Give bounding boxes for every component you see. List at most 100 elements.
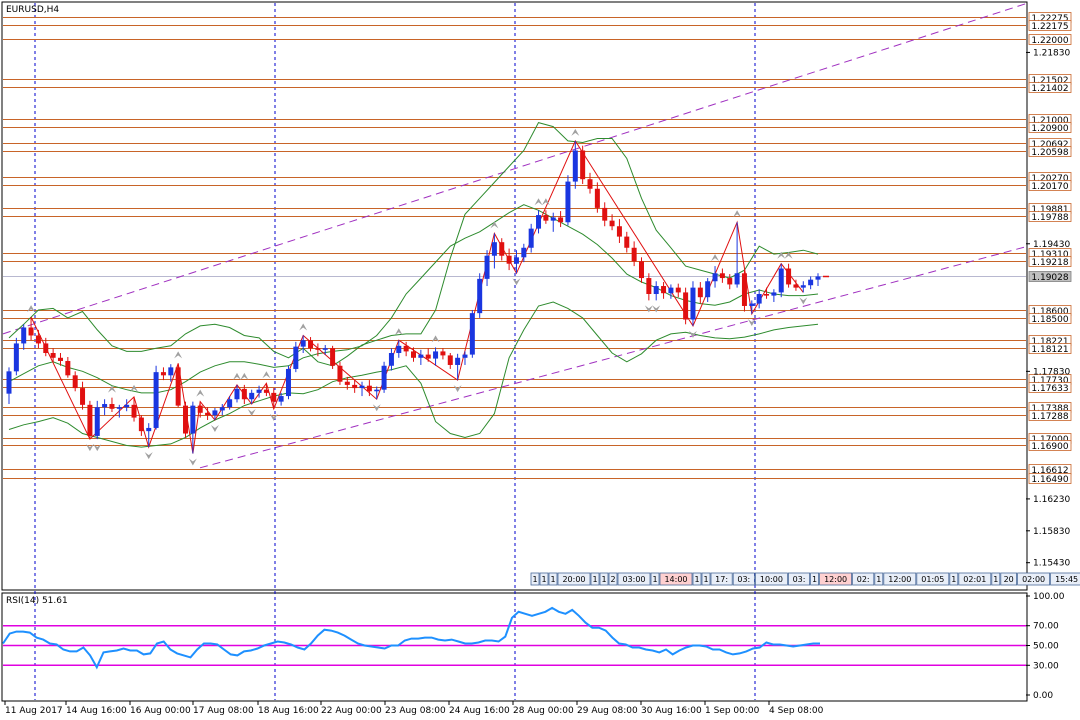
candle-bear (558, 217, 564, 223)
candle-bear (638, 261, 644, 279)
candle-bull (572, 150, 578, 182)
candle-bull (388, 353, 394, 366)
candle-bull (536, 215, 542, 229)
candle-bear (344, 381, 350, 385)
candle-bull (219, 407, 225, 411)
candle-bull (124, 404, 130, 408)
level-price-label: 1.22000 (1031, 36, 1068, 46)
candle-bear (447, 355, 453, 365)
time-label: 22 Aug 00:00 (321, 706, 382, 716)
level-price-label: 1.22175 (1031, 22, 1068, 32)
level-price-box (1028, 313, 1072, 324)
session-box (710, 572, 733, 586)
session-box-label: 1 (541, 575, 546, 584)
fractal-up-arrow (394, 328, 403, 336)
level-price-label: 1.17000 (1031, 435, 1068, 445)
candle-bull (293, 346, 299, 369)
price-tick-label: 1.21830 (1033, 48, 1070, 58)
candle-bear (315, 348, 321, 350)
candle-bull (771, 292, 777, 296)
candle-bear (308, 340, 314, 349)
level-price-box (1028, 343, 1072, 354)
candle-bull (249, 392, 255, 400)
candle-bull (734, 273, 740, 285)
session-box-label: 1 (532, 575, 537, 584)
candle-bear (263, 389, 269, 393)
fractal-down-arrow (747, 318, 756, 326)
candle-bull (513, 257, 519, 264)
session-box (874, 572, 884, 586)
time-label: 29 Aug 08:00 (577, 706, 638, 716)
symbol-title: EURUSD,H4 (6, 5, 59, 15)
candle-bear (741, 273, 747, 306)
rsi-line (2, 606, 820, 670)
candle-bear (109, 404, 115, 409)
candle-bull (102, 404, 108, 408)
candle-bull (808, 279, 814, 286)
level-price-label: 1.17730 (1031, 376, 1068, 386)
candle-bear (138, 417, 144, 432)
fractal-up-arrow (784, 251, 793, 259)
candle-bull (491, 242, 497, 256)
price-tick-label: 1.15830 (1033, 527, 1070, 537)
level-price-box (1028, 146, 1072, 157)
rsi-title: RSI(14) 51.61 (6, 596, 68, 606)
level-price-label: 1.18221 (1031, 337, 1068, 347)
session-box-label: 1 (550, 575, 555, 584)
price-tick-label: 1.16230 (1033, 495, 1070, 505)
candle-bear (646, 278, 652, 295)
candle-bear (683, 292, 689, 320)
candle-bull (94, 407, 100, 436)
level-price-box (1028, 180, 1072, 191)
candle-bear (580, 150, 586, 180)
level-price-label: 1.18600 (1031, 307, 1068, 317)
candle-bear (727, 278, 733, 285)
level-price-label: 1.21000 (1031, 116, 1068, 126)
candle-bull (756, 294, 762, 304)
candle-bull (778, 268, 784, 293)
session-box (949, 572, 959, 586)
fractal-down-arrow (453, 385, 462, 393)
time-label: 30 Aug 16:00 (641, 706, 702, 716)
candle-bear (197, 405, 203, 413)
candle-bull (212, 410, 218, 416)
candle-bear (183, 405, 189, 434)
bollinger-lower-band (8, 301, 819, 448)
candle-bull (153, 372, 159, 428)
current-price-box (1028, 271, 1072, 282)
session-box-label: 03:00 (622, 575, 645, 584)
rsi-tick-label: 0.00 (1033, 691, 1053, 701)
level-price-label: 1.20170 (1031, 182, 1068, 192)
session-box-label: 01:05 (921, 575, 944, 584)
session-box-label: 20:00 (562, 575, 585, 584)
fractal-down-arrow (144, 452, 153, 460)
candle-bull (462, 354, 468, 358)
session-box-label: 1 (876, 575, 881, 584)
time-label: 14 Aug 16:00 (66, 706, 127, 716)
fractal-down-arrow (93, 444, 102, 452)
current-price-label: 1.19028 (1031, 273, 1068, 283)
candle-bear (337, 365, 343, 382)
bollinger-middle-band (8, 204, 819, 394)
level-price-label: 1.20900 (1031, 124, 1068, 134)
fractal-up-arrow (174, 351, 183, 359)
candle-bear (594, 188, 600, 208)
candle-bull (300, 340, 306, 347)
session-box-label: 10:00 (760, 575, 783, 584)
session-box-label: 1 (703, 575, 708, 584)
candle-bear (352, 384, 358, 389)
time-label: 18 Aug 16:00 (258, 706, 319, 716)
candle-bull (433, 351, 439, 359)
rsi-tick-label: 30.00 (1033, 661, 1059, 671)
level-price-label: 1.16900 (1031, 442, 1068, 452)
candle-bear (697, 287, 703, 298)
candle-bear (506, 255, 512, 264)
candle-bear (131, 404, 137, 418)
candle-bull (322, 348, 328, 350)
candle-bull (146, 427, 152, 432)
fractal-up-arrow (733, 210, 742, 218)
candle-bull (418, 354, 424, 358)
session-box (1017, 572, 1050, 586)
session-box (991, 572, 1001, 586)
